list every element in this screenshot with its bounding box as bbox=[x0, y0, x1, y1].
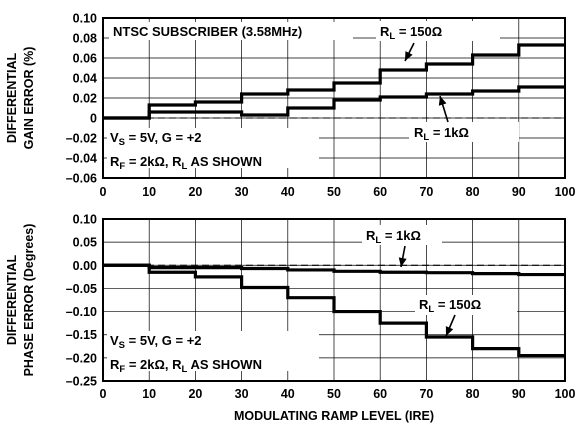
y-tick-label: 0.05 bbox=[73, 236, 97, 250]
annotation-background bbox=[362, 225, 442, 245]
y-axis-title-line: DIFFERENTIAL bbox=[5, 255, 19, 346]
x-tick-label: 50 bbox=[327, 185, 341, 199]
series-line-1 bbox=[103, 263, 565, 358]
conditions-line-2: RF = 2kΩ, RL AS SHOWN bbox=[110, 357, 262, 375]
y-axis-title-line: PHASE ERROR (Degrees) bbox=[22, 224, 36, 377]
y-tick-label: 0 bbox=[90, 112, 97, 126]
y-tick-label: –0.25 bbox=[66, 375, 97, 389]
y-tick-label: –0.06 bbox=[66, 172, 97, 186]
annotation-arrow-head bbox=[438, 96, 447, 106]
x-tick-label: 0 bbox=[100, 387, 107, 401]
x-tick-label: 70 bbox=[419, 387, 433, 401]
x-tick-label: 10 bbox=[142, 185, 156, 199]
series-label-150ohm: RL = 150Ω bbox=[419, 297, 481, 315]
x-tick-label: 60 bbox=[373, 387, 387, 401]
x-tick-label: 50 bbox=[327, 387, 341, 401]
plot-frame bbox=[102, 218, 566, 382]
y-axis-title-line: DIFFERENTIAL bbox=[5, 53, 19, 144]
y-axis-title-line: GAIN ERROR (%) bbox=[22, 47, 36, 150]
annotation-arrow-head bbox=[405, 51, 413, 61]
annotation-background bbox=[109, 22, 353, 40]
gain-error-chart: 0.10 0.08 0.06 0.04 0.02 0 –0.02 –0.04 –0.06 0 10… bbox=[5, 12, 575, 200]
phase-plot-frame bbox=[102, 218, 566, 382]
annotation-background bbox=[376, 21, 500, 41]
x-tick-label: 20 bbox=[188, 387, 202, 401]
y-tick-label: 0.10 bbox=[73, 213, 97, 227]
x-tick-label: 100 bbox=[555, 185, 575, 199]
series-label-1kohm: RL = 1kΩ bbox=[414, 125, 469, 143]
y-tick-label: –0.10 bbox=[66, 305, 97, 319]
phase-y-tick-labels: 0.10 0.05 0.00 –0.05 –0.10 –0.15 –0.20 –0.25 bbox=[66, 213, 97, 389]
x-tick-label: 0 bbox=[100, 185, 107, 199]
x-tick-label: 100 bbox=[555, 387, 575, 401]
phase-error-chart: 0.10 0.05 0.00 –0.05 –0.10 –0.15 –0.20 –0.25 0 1… bbox=[5, 213, 575, 402]
series-line-0 bbox=[103, 263, 565, 277]
series-label-150ohm: RL = 150Ω bbox=[380, 24, 442, 42]
x-tick-label: 60 bbox=[373, 185, 387, 199]
phase-series-group bbox=[103, 263, 565, 358]
annotation-background bbox=[415, 295, 517, 315]
y-tick-label: –0.05 bbox=[66, 282, 97, 296]
x-tick-label: 40 bbox=[281, 387, 295, 401]
phase-x-tick-labels: 0 10 20 30 40 50 60 70 80 90 100 bbox=[100, 387, 575, 401]
phase-y-axis-title: DIFFERENTIAL PHASE ERROR (Degrees) bbox=[5, 224, 36, 377]
series-line-1 bbox=[103, 85, 565, 120]
annotation-background bbox=[409, 122, 519, 142]
series-label-1kohm: RL = 1kΩ bbox=[366, 228, 421, 246]
gain-y-tick-labels: 0.10 0.08 0.06 0.04 0.02 0 –0.02 –0.04 –0.06 bbox=[66, 12, 97, 186]
gain-annotations: NTSC SUBSCRIBER (3.58MHz) RL = 150Ω RL = 1… bbox=[107, 21, 519, 172]
x-tick-label: 40 bbox=[281, 185, 295, 199]
x-tick-label: 10 bbox=[142, 387, 156, 401]
gain-x-tick-labels: 0 10 20 30 40 50 60 70 80 90 100 bbox=[100, 185, 575, 199]
y-tick-label: 0.00 bbox=[73, 259, 97, 273]
x-tick-label: 30 bbox=[235, 387, 249, 401]
y-tick-label: 0.08 bbox=[73, 32, 97, 46]
annotation-background bbox=[107, 128, 319, 168]
y-tick-label: –0.15 bbox=[66, 328, 97, 342]
annotation-arrow-head bbox=[445, 326, 454, 336]
y-tick-label: 0.10 bbox=[73, 12, 97, 26]
y-tick-label: 0.02 bbox=[73, 92, 97, 106]
x-tick-label: 80 bbox=[466, 387, 480, 401]
title-annotation: NTSC SUBSCRIBER (3.58MHz) bbox=[113, 24, 302, 39]
y-tick-label: –0.20 bbox=[66, 351, 97, 365]
gain-y-axis-title: DIFFERENTIAL GAIN ERROR (%) bbox=[5, 47, 36, 150]
annotation-background bbox=[107, 331, 319, 371]
x-axis-title: MODULATING RAMP LEVEL (IRE) bbox=[234, 409, 434, 423]
gain-series-group bbox=[103, 43, 565, 120]
x-tick-label: 80 bbox=[466, 185, 480, 199]
y-tick-label: 0.06 bbox=[73, 52, 97, 66]
conditions-line-2: RF = 2kΩ, RL AS SHOWN bbox=[110, 154, 262, 172]
y-tick-label: –0.04 bbox=[66, 152, 97, 166]
x-tick-label: 90 bbox=[512, 387, 526, 401]
gain-plot-frame bbox=[102, 17, 566, 179]
annotation-arrow-head bbox=[398, 257, 407, 267]
series-line-0 bbox=[103, 43, 565, 120]
x-tick-label: 70 bbox=[419, 185, 433, 199]
y-tick-label: 0.04 bbox=[73, 72, 97, 86]
x-tick-label: 20 bbox=[188, 185, 202, 199]
y-tick-label: –0.02 bbox=[66, 132, 97, 146]
x-tick-label: 30 bbox=[235, 185, 249, 199]
phase-annotations: RL = 1kΩ RL = 150Ω VS = 5V, G = +2 RF = 2kΩ… bbox=[107, 225, 517, 375]
x-tick-label: 90 bbox=[512, 185, 526, 199]
plot-frame bbox=[102, 17, 566, 179]
conditions-line-1: VS = 5V, G = +2 bbox=[110, 130, 202, 148]
conditions-line-1: VS = 5V, G = +2 bbox=[110, 333, 202, 351]
